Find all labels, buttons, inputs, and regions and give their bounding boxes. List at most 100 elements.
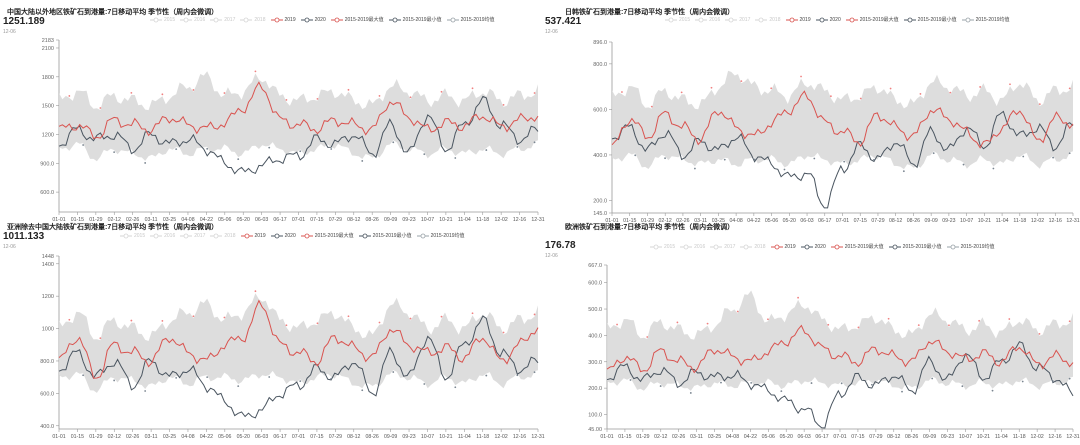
legend-marker xyxy=(358,233,371,238)
legend-item[interactable]: 2015-2019均值 xyxy=(446,16,495,23)
latest-date: 12-06 xyxy=(545,29,558,35)
legend-marker xyxy=(330,17,343,22)
max-marker xyxy=(829,95,832,98)
x-tick-label: 01-01 xyxy=(605,218,618,224)
legend-label: 2015 xyxy=(664,243,676,250)
legend-item[interactable]: 2020 xyxy=(800,243,826,250)
min-marker xyxy=(268,146,271,149)
legend-item[interactable]: 2015-2019最大值 xyxy=(830,243,884,250)
y-tick-label: 667.0 xyxy=(588,263,602,269)
legend-marker xyxy=(388,17,401,22)
min-marker xyxy=(237,158,240,161)
legend-item[interactable]: 2015-2019最大值 xyxy=(845,16,899,23)
series-2020-line xyxy=(611,110,1074,209)
max-marker xyxy=(740,80,743,82)
legend-item[interactable]: 2015 xyxy=(150,17,175,23)
min-marker xyxy=(533,371,536,374)
legend-item[interactable]: 2015-2019最小值 xyxy=(388,16,442,23)
legend-item[interactable]: 2018 xyxy=(240,17,266,23)
legend-item[interactable]: 2019 xyxy=(785,16,811,23)
min-marker xyxy=(268,376,271,378)
y-tick-label: 200.0 xyxy=(588,386,602,392)
max-marker xyxy=(471,312,474,315)
legend-item[interactable]: 2016 xyxy=(695,17,720,23)
legend-label: 2016 xyxy=(709,16,721,23)
max-marker xyxy=(650,105,653,108)
x-tick-label: 10-07 xyxy=(421,434,434,440)
max-marker xyxy=(978,319,981,322)
legend-label: 2019 xyxy=(799,16,811,23)
legend-item[interactable]: 2020 xyxy=(815,17,841,23)
x-tick-label: 01-29 xyxy=(641,218,654,224)
min-marker xyxy=(870,383,873,386)
legend-item[interactable]: 2015-2019最大值 xyxy=(330,16,384,23)
legend-item[interactable]: 2017 xyxy=(725,17,750,23)
legend-item[interactable]: 2018 xyxy=(740,244,766,250)
max-marker xyxy=(621,91,623,93)
chart-legend: 2015 2016 2017 2018 2019 2020 2015-2019最大值 2015… xyxy=(650,243,995,250)
legend-item[interactable]: 2019 xyxy=(770,244,796,250)
legend-item[interactable]: 2020 xyxy=(300,17,326,23)
x-tick-label: 10-21 xyxy=(977,434,990,440)
x-tick-label: 11-18 xyxy=(1013,218,1026,224)
min-marker xyxy=(931,377,934,380)
min-marker xyxy=(454,157,457,159)
x-tick-label: 09-23 xyxy=(402,217,415,223)
x-tick-label: 05-06 xyxy=(218,434,231,440)
legend-item[interactable]: 2016 xyxy=(150,233,175,239)
legend-item[interactable]: 2015-2019最小值 xyxy=(903,16,957,23)
legend-item[interactable]: 2015 xyxy=(650,244,675,250)
legend-item[interactable]: 2017 xyxy=(710,244,735,250)
max-marker xyxy=(409,96,412,99)
legend-label: 2017 xyxy=(724,243,736,250)
max-marker xyxy=(1068,320,1071,323)
legend-marker xyxy=(300,17,313,22)
legend-item[interactable]: 2018 xyxy=(755,17,781,23)
legend-item[interactable]: 2015-2019最小值 xyxy=(358,232,412,239)
legend-marker xyxy=(695,17,708,22)
max-marker xyxy=(710,86,713,89)
chart-panel-1: 中国大陆以外地区铁矿石到港量:7日移动平均 季节性（周内会微调） 1251.18… xyxy=(0,0,545,223)
x-tick-label: 03-11 xyxy=(145,217,158,223)
x-tick-label: 04-22 xyxy=(200,217,213,223)
legend-item[interactable]: 2017 xyxy=(210,17,235,23)
x-tick-label: 12-31 xyxy=(531,434,544,440)
x-tick-label: 04-08 xyxy=(181,434,194,440)
legend-item[interactable]: 2016 xyxy=(680,244,705,250)
legend-item[interactable]: 2015 xyxy=(120,233,145,239)
legend-item[interactable]: 2018 xyxy=(210,232,236,239)
series-2019-line xyxy=(611,90,1074,149)
x-tick-label: 12-02 xyxy=(495,434,508,440)
chart-panel-4: 欧洲铁矿石到港量:7日移动平均 季节性（周内会微调） 176.78 12-06 … xyxy=(545,222,1080,445)
legend-label: 2018 xyxy=(224,232,236,239)
min-marker xyxy=(1051,380,1054,382)
legend-item[interactable]: 2015-2019最大值 xyxy=(300,232,354,239)
max-marker xyxy=(192,315,195,318)
legend-item[interactable]: 2015-2019均值 xyxy=(416,232,465,239)
max-marker xyxy=(409,317,412,320)
y-tick-label: 1448 xyxy=(42,254,54,260)
min-marker xyxy=(840,382,843,385)
x-tick-label: 01-15 xyxy=(618,434,631,440)
x-tick-label: 01-01 xyxy=(600,434,613,440)
legend-item[interactable]: 2015-2019最小值 xyxy=(888,243,942,250)
legend-item[interactable]: 2019 xyxy=(270,17,296,23)
min-marker xyxy=(299,380,302,383)
series-2020-line xyxy=(58,315,539,419)
legend-item[interactable]: 2015 xyxy=(665,17,690,23)
legend-marker xyxy=(210,17,223,22)
max-marker xyxy=(616,323,618,326)
legend-item[interactable]: 2020 xyxy=(270,233,296,239)
legend-item[interactable]: 2015-2019均值 xyxy=(961,16,1010,23)
legend-label: 2020 xyxy=(814,243,826,250)
legend-marker xyxy=(800,244,813,249)
legend-item[interactable]: 2015-2019均值 xyxy=(946,243,995,250)
x-tick-label: 11-04 xyxy=(458,217,471,223)
legend-item[interactable]: 2017 xyxy=(180,233,205,239)
x-tick-label: 01-01 xyxy=(52,434,65,440)
range-band xyxy=(59,293,538,393)
max-marker xyxy=(68,95,71,97)
legend-item[interactable]: 2019 xyxy=(240,233,266,239)
legend-item[interactable]: 2016 xyxy=(180,17,205,23)
max-marker xyxy=(949,91,952,94)
